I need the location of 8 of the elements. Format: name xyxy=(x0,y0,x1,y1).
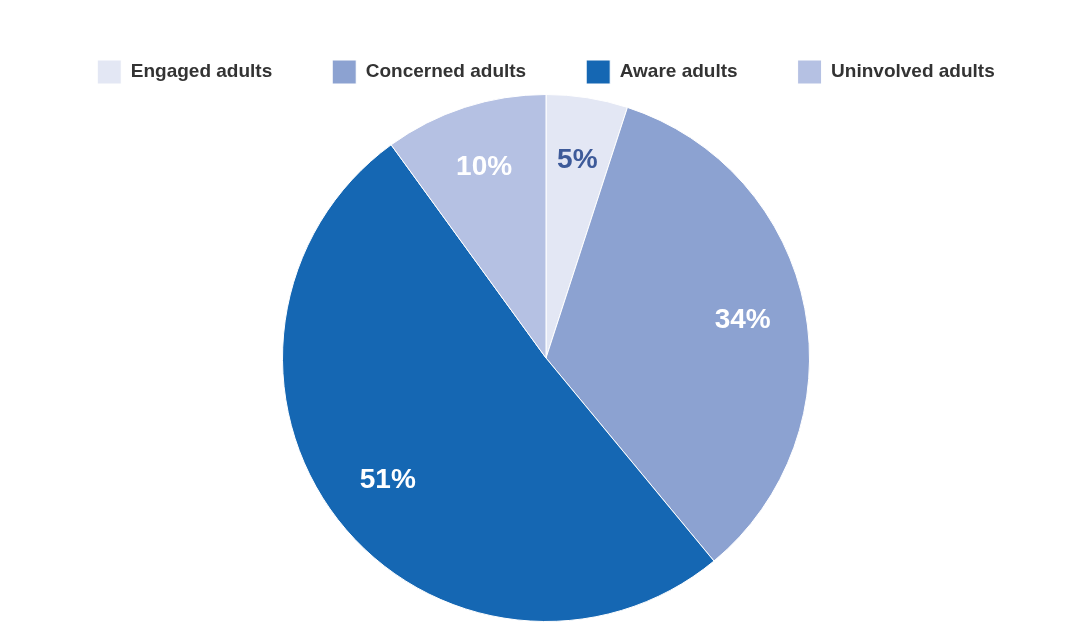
data-label: 34% xyxy=(714,303,771,335)
data-label: 5% xyxy=(557,142,598,174)
legend-label: Uninvolved adults xyxy=(831,60,995,82)
legend-label: Engaged adults xyxy=(130,60,273,82)
legend-label: Aware adults xyxy=(619,60,738,82)
data-label: 51% xyxy=(359,463,416,495)
data-label: 10% xyxy=(456,150,513,182)
legend-label: Concerned adults xyxy=(365,60,527,82)
